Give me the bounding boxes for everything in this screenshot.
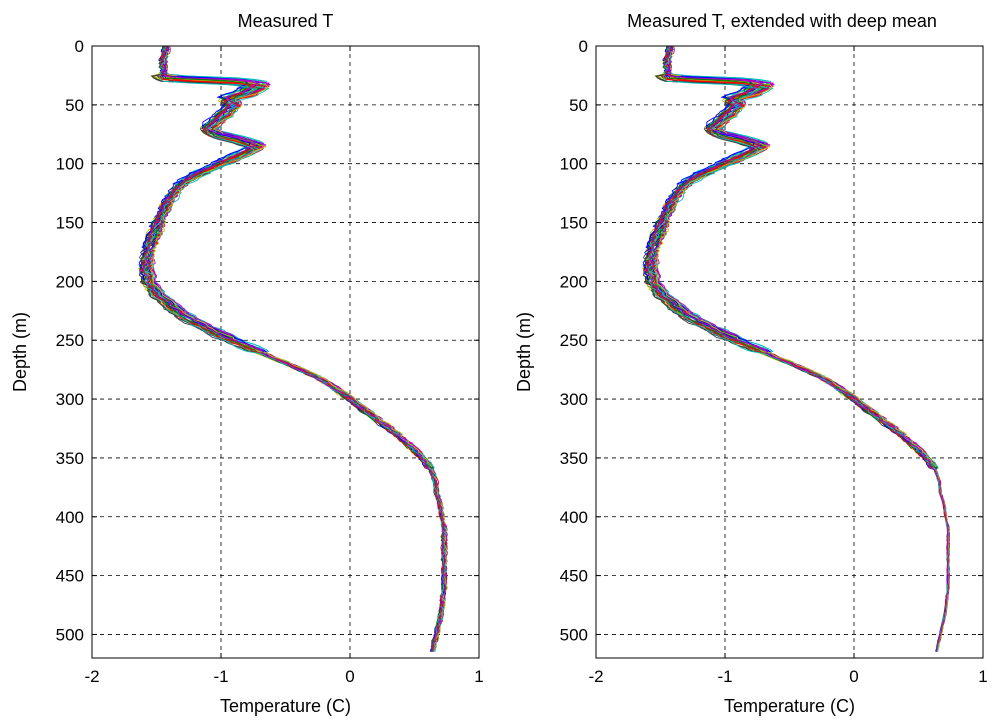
right-plot-title: Measured T, extended with deep mean: [627, 11, 937, 31]
left-series-34: [149, 45, 448, 652]
left-y-tick-label-0: 0: [75, 37, 84, 56]
left-x-tick-label-1: -1: [213, 667, 228, 686]
right-series-34: [653, 45, 951, 652]
right-y-tick-label-1: 50: [569, 96, 588, 115]
left-y-tick-label-10: 500: [56, 625, 84, 644]
right-x-tick-label-3: 1: [978, 667, 987, 686]
right-y-tick-label-4: 200: [560, 272, 588, 291]
right-y-tick-label-0: 0: [579, 37, 588, 56]
right-y-tick-label-6: 300: [560, 390, 588, 409]
left-y-tick-label-8: 400: [56, 508, 84, 527]
left-y-axis-title: Depth (m): [10, 312, 30, 392]
right-y-tick-label-9: 450: [560, 567, 588, 586]
right-y-tick-label-5: 250: [560, 331, 588, 350]
right-series-40: [646, 45, 950, 652]
left-x-tick-label-0: -2: [84, 667, 99, 686]
right-x-tick-label-2: 0: [849, 667, 858, 686]
left-x-tick-label-2: 0: [345, 667, 354, 686]
left-y-tick-label-6: 300: [56, 390, 84, 409]
right-series-group: [642, 45, 951, 652]
right-ticks: -2 -1 0 1 0 50 100 150 200 250 300 350 400 450 500: [560, 37, 988, 686]
left-y-tick-label-1: 50: [65, 96, 84, 115]
left-series-40: [142, 45, 447, 652]
left-series-38: [140, 45, 446, 652]
left-x-axis-title: Temperature (C): [220, 696, 351, 716]
chart-right: -2 -1 0 1 0 50 100 150 200 250 300 350 400 450 500 Mea…: [514, 11, 988, 716]
left-y-tick-label-9: 450: [56, 567, 84, 586]
left-y-tick-label-7: 350: [56, 449, 84, 468]
left-y-tick-label-5: 250: [56, 331, 84, 350]
right-x-tick-label-0: -2: [588, 667, 603, 686]
left-x-tick-label-3: 1: [474, 667, 483, 686]
right-y-tick-label-10: 500: [560, 625, 588, 644]
left-plot-title: Measured T: [238, 11, 334, 31]
right-x-tick-label-1: -1: [717, 667, 732, 686]
left-series-39: [143, 45, 446, 652]
right-x-axis-title: Temperature (C): [724, 696, 855, 716]
left-axes-box: [91, 45, 480, 659]
right-series-39: [647, 45, 950, 652]
left-grid: [92, 46, 479, 658]
left-series-group: [138, 45, 448, 652]
chart-left: -2 -1 0 1 0 50 100 150 200 250 300 350 400 450 500 Mea…: [10, 11, 484, 716]
right-y-axis-title: Depth (m): [514, 312, 534, 392]
left-y-tick-label-3: 150: [56, 214, 84, 233]
right-axes-box: [595, 45, 984, 659]
right-y-tick-label-7: 350: [560, 449, 588, 468]
right-y-tick-label-3: 150: [560, 214, 588, 233]
right-y-tick-label-2: 100: [560, 155, 588, 174]
left-y-tick-label-2: 100: [56, 155, 84, 174]
right-y-tick-label-8: 400: [560, 508, 588, 527]
left-y-tick-label-4: 200: [56, 272, 84, 291]
left-ticks: -2 -1 0 1 0 50 100 150 200 250 300 350 400 450 500: [56, 37, 484, 686]
